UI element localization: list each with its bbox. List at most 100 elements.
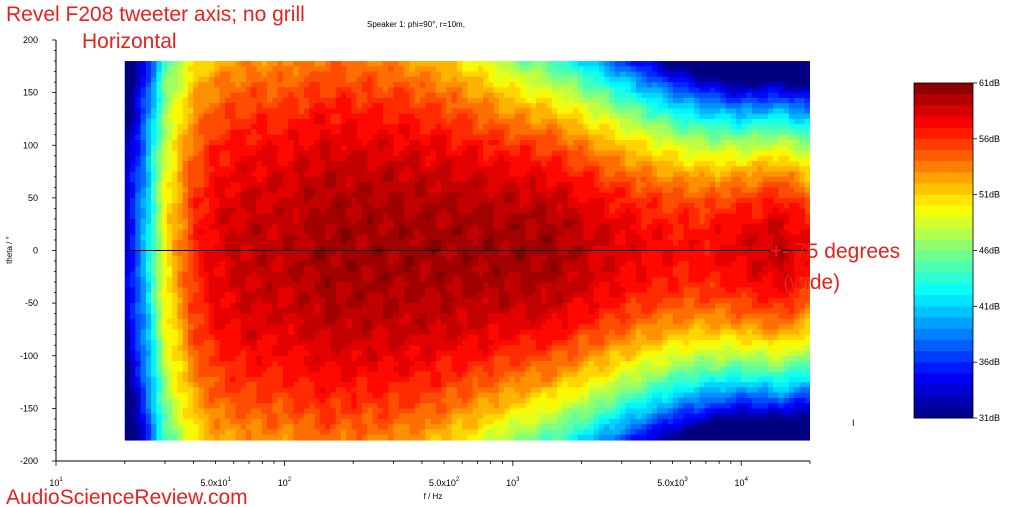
heatmap-cell	[446, 413, 453, 420]
heatmap-cell	[325, 166, 331, 173]
heatmap-cell	[214, 366, 221, 373]
heatmap-cell	[172, 292, 179, 299]
heatmap-cell	[435, 266, 442, 273]
heatmap-cell	[446, 208, 453, 215]
heatmap-cell	[477, 282, 484, 288]
heatmap-cell	[467, 308, 474, 315]
heatmap-cell	[488, 208, 495, 215]
heatmap-cell	[224, 287, 231, 294]
heatmap-cell	[372, 366, 379, 373]
heatmap-cell	[314, 139, 321, 146]
heatmap-cell	[483, 182, 490, 188]
heatmap-cell	[166, 103, 173, 110]
heatmap-cell	[251, 234, 258, 241]
heatmap-cell	[409, 408, 416, 415]
heatmap-cell	[414, 187, 421, 194]
heatmap-cell	[251, 103, 258, 110]
heatmap-cell	[135, 329, 142, 336]
heatmap-cell	[166, 139, 173, 146]
heatmap-cell	[124, 287, 131, 294]
heatmap-cell	[325, 350, 331, 357]
heatmap-cell	[372, 382, 379, 388]
heatmap-cell	[267, 208, 273, 215]
heatmap-cell	[398, 192, 405, 199]
heatmap-cell	[351, 366, 358, 373]
heatmap-cell	[462, 76, 468, 83]
heatmap-cell	[288, 303, 295, 309]
heatmap-cell	[282, 250, 289, 257]
heatmap-cell	[351, 71, 358, 78]
heatmap-cell	[245, 187, 252, 194]
heatmap-cell	[298, 292, 305, 299]
heatmap-cell	[256, 318, 263, 325]
heatmap-cell	[166, 187, 173, 194]
heatmap-cell	[140, 318, 147, 325]
heatmap-cell	[388, 329, 395, 336]
heatmap-cell	[135, 282, 142, 288]
heatmap-cell	[472, 255, 479, 262]
heatmap-cell	[224, 297, 231, 304]
heatmap-cell	[293, 355, 300, 362]
heatmap-cell	[188, 182, 194, 188]
heatmap-cell	[372, 71, 379, 78]
heatmap-cell	[430, 245, 437, 252]
heatmap-cell	[367, 355, 374, 362]
heatmap-cell	[288, 76, 295, 83]
heatmap-cell	[467, 366, 474, 373]
heatmap-cell	[182, 292, 189, 299]
heatmap-cell	[419, 113, 426, 120]
heatmap-cell	[177, 155, 184, 162]
heatmap-cell	[224, 108, 231, 115]
heatmap-cell	[261, 261, 268, 267]
heatmap-cell	[314, 187, 321, 194]
heatmap-cell	[330, 208, 337, 215]
heatmap-cell	[288, 261, 295, 267]
heatmap-cell	[340, 213, 347, 220]
heatmap-cell	[177, 139, 184, 146]
heatmap-cell	[377, 424, 384, 431]
heatmap-cell	[361, 292, 368, 299]
heatmap-cell	[224, 413, 231, 420]
heatmap-cell	[325, 113, 331, 120]
heatmap-cell	[293, 408, 300, 415]
heatmap-cell	[288, 282, 295, 288]
heatmap-cell	[388, 229, 395, 236]
heatmap-cell	[430, 82, 437, 88]
heatmap-cell	[130, 382, 136, 388]
heatmap-cell	[456, 350, 463, 357]
heatmap-cell	[330, 150, 337, 157]
heatmap-cell	[383, 366, 389, 373]
heatmap-cell	[351, 313, 358, 320]
heatmap-cell	[404, 250, 410, 257]
heatmap-cell	[182, 313, 189, 320]
heatmap-cell	[335, 161, 342, 167]
heatmap-cell	[383, 61, 389, 67]
heatmap-cell	[288, 161, 295, 167]
heatmap-cell	[261, 245, 268, 252]
heatmap-cell	[351, 350, 358, 357]
heatmap-cell	[488, 203, 495, 209]
heatmap-cell	[309, 187, 316, 194]
heatmap-cell	[156, 118, 163, 125]
heatmap-cell	[419, 276, 426, 283]
heatmap-cell	[414, 292, 421, 299]
heatmap-cell	[135, 134, 142, 141]
heatmap-cell	[224, 92, 231, 99]
heatmap-cell	[145, 245, 152, 252]
heatmap-cell	[282, 108, 289, 115]
heatmap-cell	[245, 424, 252, 431]
heatmap-cell	[214, 429, 221, 436]
heatmap-cell	[303, 350, 310, 357]
heatmap-cell	[319, 113, 326, 120]
heatmap-cell	[472, 339, 479, 346]
heatmap-cell	[214, 61, 221, 67]
heatmap-cell	[261, 276, 268, 283]
heatmap-cell	[472, 213, 479, 220]
heatmap-cell	[145, 429, 152, 436]
heatmap-cell	[135, 355, 142, 362]
heatmap-cell	[388, 192, 395, 199]
heatmap-cell	[224, 271, 231, 278]
heatmap-cell	[472, 134, 479, 141]
heatmap-cell	[377, 313, 384, 320]
heatmap-cell	[483, 434, 490, 441]
